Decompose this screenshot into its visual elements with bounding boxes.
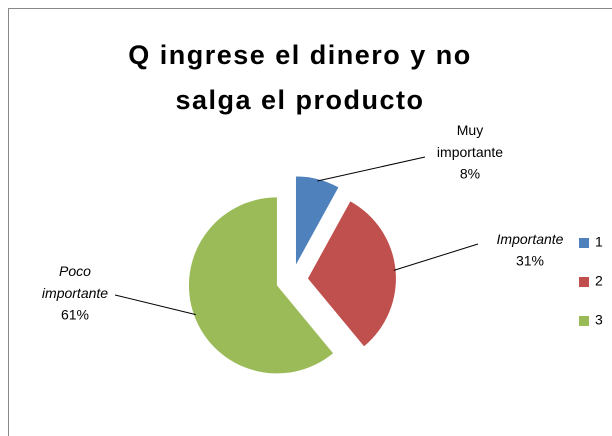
pie-slice (307, 201, 396, 347)
data-label: 8% (460, 166, 480, 182)
legend-label: 1 (595, 234, 603, 250)
legend-swatch (579, 277, 589, 287)
pie-slice (188, 197, 334, 374)
category-label: Poco importante (42, 263, 108, 301)
chart-title: Q ingrese el dinero y no salga el product… (128, 40, 472, 115)
pie-slice (295, 176, 339, 265)
legend-swatch (579, 316, 589, 326)
leader-line (114, 294, 196, 316)
legend-label: 3 (595, 312, 603, 328)
category-label: Importante (497, 231, 564, 247)
category-label: Muy importante (437, 122, 503, 160)
leader-line (393, 243, 479, 271)
data-label: 31% (516, 253, 544, 269)
legend-swatch (579, 238, 589, 248)
legend-label: 2 (595, 273, 603, 289)
leader-line (317, 156, 426, 182)
data-label: 61% (61, 307, 89, 323)
